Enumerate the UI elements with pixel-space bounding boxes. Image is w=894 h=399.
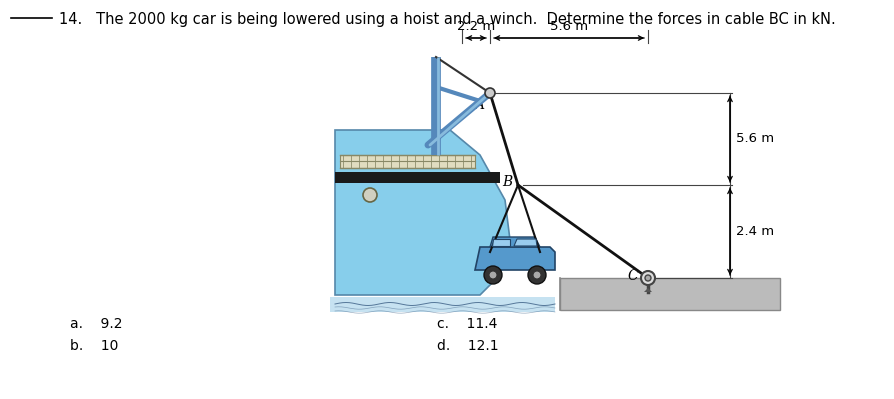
Polygon shape	[330, 297, 555, 312]
Polygon shape	[335, 172, 500, 183]
Text: c.    11.4: c. 11.4	[437, 317, 497, 331]
Circle shape	[363, 188, 377, 202]
Text: 5.6 m: 5.6 m	[550, 20, 588, 33]
Polygon shape	[644, 288, 652, 292]
Text: 14.   The 2000 kg car is being lowered using a hoist and a winch.  Determine the: 14. The 2000 kg car is being lowered usi…	[59, 12, 835, 27]
Text: d.    12.1: d. 12.1	[437, 339, 499, 353]
Text: 5.6 m: 5.6 m	[736, 132, 774, 146]
Polygon shape	[335, 130, 510, 295]
Circle shape	[485, 88, 495, 98]
Circle shape	[533, 271, 541, 279]
Circle shape	[645, 275, 651, 281]
Text: a.    9.2: a. 9.2	[70, 317, 122, 331]
Circle shape	[528, 266, 546, 284]
Text: B: B	[502, 175, 512, 189]
Text: 2.4 m: 2.4 m	[736, 225, 774, 238]
Polygon shape	[340, 155, 475, 168]
Polygon shape	[490, 237, 540, 247]
Text: 2.2 m: 2.2 m	[457, 20, 495, 33]
Polygon shape	[492, 239, 510, 246]
Text: b.    10: b. 10	[70, 339, 118, 353]
Text: C: C	[628, 269, 638, 283]
Polygon shape	[514, 239, 537, 246]
Polygon shape	[475, 247, 555, 270]
Circle shape	[484, 266, 502, 284]
Polygon shape	[560, 278, 780, 310]
Text: A: A	[474, 98, 484, 112]
Circle shape	[641, 271, 655, 285]
Circle shape	[489, 271, 497, 279]
